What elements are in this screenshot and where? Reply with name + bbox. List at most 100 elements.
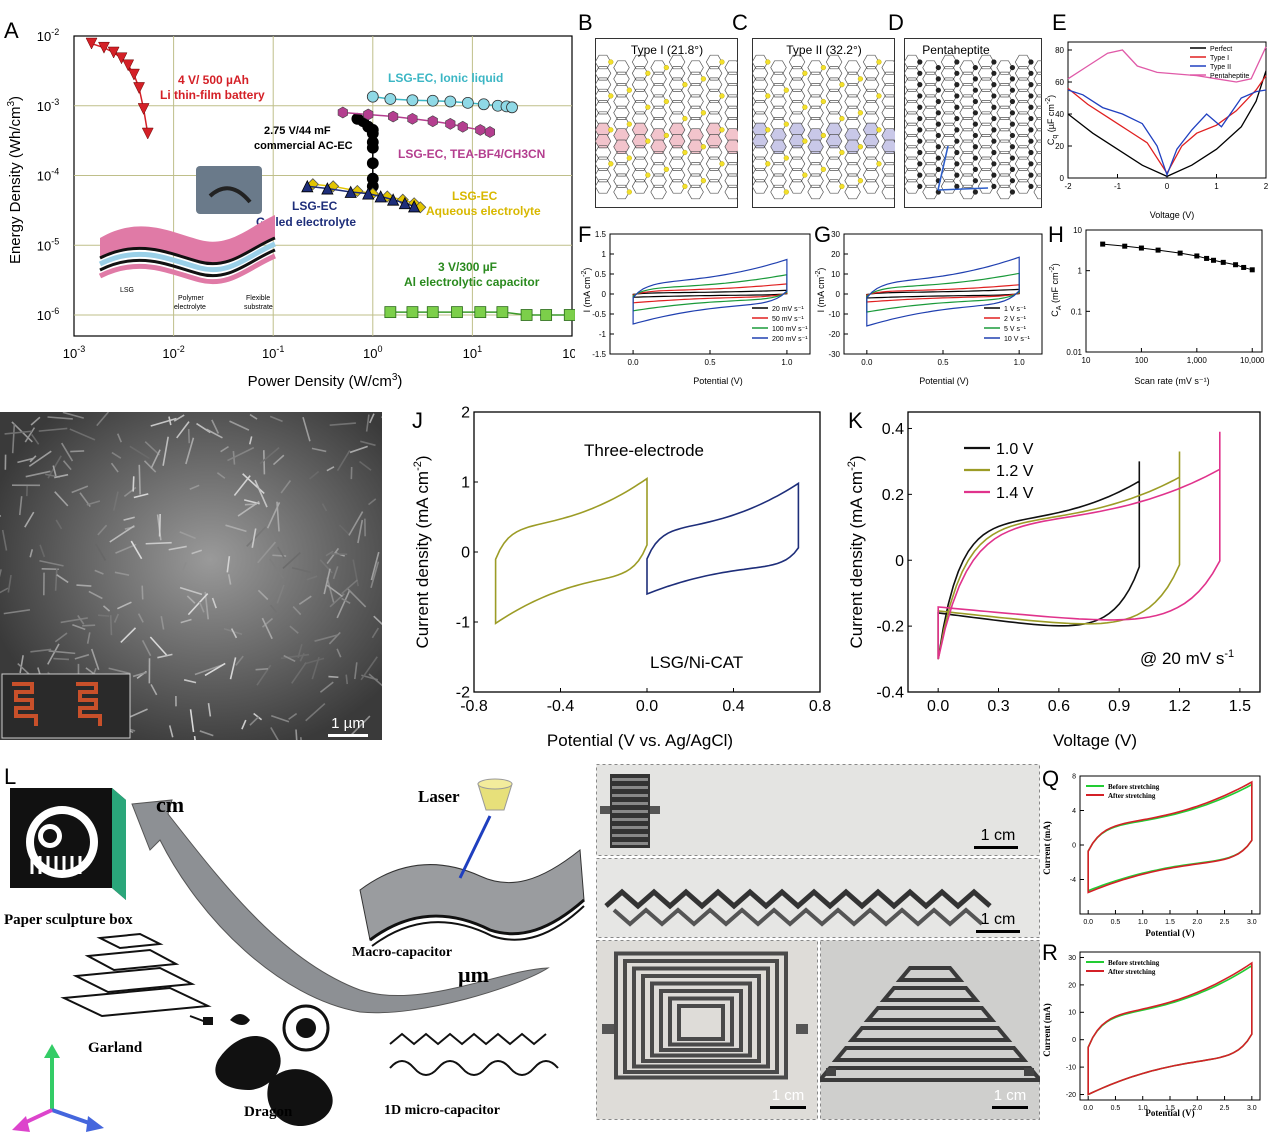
sem-fiber [369,413,375,424]
panel-a-marker [444,95,457,108]
panel-label-d: D [888,10,904,35]
lattice-atom [783,189,789,195]
R-plot-xtick-label: 1.0 [1138,1105,1148,1112]
lattice-atom [820,98,826,105]
lattice-atom [972,98,978,105]
sem-fiber [323,568,331,595]
sem-fiber [3,608,31,615]
panel-n-photo: 1 cm [596,858,1040,938]
panel-a-marker [426,94,439,107]
lattice-ring [631,156,649,171]
lattice-ring [1033,162,1042,177]
F-plot-ytick-label: 1.5 [595,230,607,239]
sem-fiber [350,715,371,736]
sem-fiber [109,525,135,543]
lattice-ring [862,77,880,92]
lattice-vector-a [937,187,989,191]
lattice-ring [996,105,1013,120]
lattice-atom [1009,132,1016,139]
panel-b-title: Type I (21.8°) [631,43,703,57]
panel-k-ytick-label: 0 [895,553,904,570]
F-plot-ytick-label: -0.5 [592,310,606,319]
lattice-ring [631,54,649,70]
lattice-ring [595,66,612,81]
sem-fiber [291,566,312,574]
panel-a-marker [344,185,357,198]
lattice-atom [1009,110,1016,116]
lattice-ring [705,66,723,81]
lattice-ring [613,71,630,87]
lattice-atom [935,155,941,161]
lattice-ring [940,66,958,81]
Q-plot-ytick-label: 4 [1072,808,1076,815]
Q-plot-ytick-label: 8 [1072,773,1076,780]
label-macro: Macro-capacitor [352,945,452,960]
lattice-ring [881,60,895,75]
panel-a-marker [496,306,509,319]
lattice-ring [705,156,723,171]
G-plot-xtick-label: 0.5 [937,358,949,367]
panel-a-marker [321,182,334,195]
sem-fiber [280,480,292,494]
lattice-atom [972,76,978,82]
lattice-ring [881,139,895,154]
sem-fiber [145,541,172,545]
sem-fiber [30,416,41,426]
panel-a-ytick-label: 10-4 [37,167,59,184]
sem-fiber [110,462,119,473]
lattice-ring [881,83,895,98]
sem-fiber [71,485,89,494]
panel-h-marker [1177,250,1183,256]
panel-h-marker [1138,245,1144,251]
F-plot-legend-label: 20 mV s⁻¹ [772,306,804,313]
F-plot-xtick-label: 1.0 [781,358,793,367]
lattice-atom [1009,144,1016,150]
lattice-ring [788,54,806,70]
sem-fiber [257,589,269,601]
panel-h-marker [1155,247,1161,253]
sem-fiber [179,586,203,596]
lattice-atom [1009,178,1016,184]
lattice-ring [687,162,704,177]
panel-k-xtick-label: 0.9 [1108,698,1130,715]
annot-aq1: LSG-EC [452,189,498,203]
panel-label-e: E [1052,10,1067,35]
lattice-ring [996,71,1013,87]
lattice-ring [1033,150,1042,166]
lattice-ring [844,71,861,87]
lattice-ring [807,184,824,200]
panel-o-spiral-ring [650,981,752,1058]
sem-fiber [326,584,343,598]
panel-e-legend-label: Pentaheptite [1210,73,1249,80]
lattice-ring [940,179,958,194]
lattice-atom [991,59,997,65]
lattice-ring [770,71,787,87]
panel-h-marker [1100,241,1106,247]
F-plot-xtick-label: 0.0 [628,358,640,367]
panel-j-xtick-label: 0.4 [722,698,744,715]
sem-fiber [272,554,287,557]
panel-a-ylabel: Energy Density (Wh/cm3) [6,96,24,264]
panel-e-xtick-label: -1 [1114,182,1122,191]
panel-a-ytick-label: 10-6 [37,306,59,323]
lattice-ring [687,83,704,98]
panel-a-marker [98,41,110,54]
sem-fiber [341,597,351,604]
lattice-atom [608,93,614,99]
panel-a-xtick-label: 10-2 [162,344,184,361]
lattice-ring [1014,122,1032,137]
lattice-ring [922,184,939,200]
sem-fiber [95,543,107,561]
lattice-ring [959,71,976,87]
sem-fiber [255,668,269,671]
sem-fiber [325,550,334,557]
panel-o-photo: 1 cm [596,940,818,1120]
sem-fiber [18,496,23,516]
sem-fiber [346,587,367,608]
lattice-atom [783,87,789,93]
sem-fiber [30,648,52,653]
lattice-ring [844,60,861,75]
panel-m-finger [612,778,648,781]
lattice-ring [825,100,843,115]
panel-j-ytick-label: 1 [461,475,470,492]
